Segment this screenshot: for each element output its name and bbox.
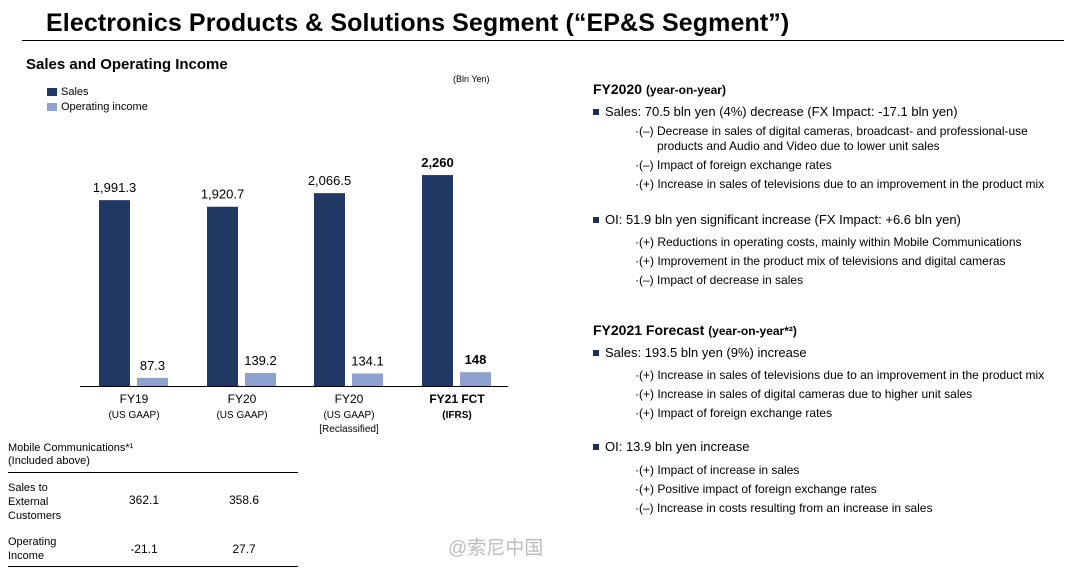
- legend-swatch-operating-income: [47, 103, 57, 111]
- category-sublabel: (US GAAP): [216, 410, 267, 421]
- row-label-line: Sales to: [8, 482, 48, 494]
- data-label-operating-income: 148: [465, 352, 487, 367]
- list-item: ·(+) Positive impact of foreign exchange…: [635, 482, 877, 496]
- fy2021-sales-bullet: Sales: 193.5 bln yen (9%) increase: [593, 345, 807, 360]
- list-item: ·(–) Increase in costs resulting from an…: [635, 501, 933, 515]
- fy2020-heading: FY2020 (year-on-year): [593, 81, 726, 97]
- list-item: ·(+) Impact of increase in sales: [635, 463, 800, 477]
- list-item: products and Audio and Video due to lowe…: [657, 139, 940, 153]
- page-title: Electronics Products & Solutions Segment…: [46, 9, 790, 37]
- category-sublabel: (US GAAP): [323, 410, 374, 421]
- bullet-text: OI: 51.9 bln yen significant increase (F…: [605, 212, 961, 227]
- fy2020-heading-suffix: (year-on-year): [645, 83, 726, 97]
- fy2020-sales-list: ·(–) Decrease in sales of digital camera…: [635, 124, 1044, 192]
- fy2021-heading-suffix: (year-on-year*²): [708, 324, 797, 338]
- data-label-sales: 2,260: [421, 155, 454, 170]
- legend-swatch-sales: [47, 88, 57, 96]
- fy2021-heading-title: FY2021 Forecast: [593, 322, 705, 338]
- bullet-square-icon: [593, 216, 599, 223]
- fy2020-heading-title: FY2020: [593, 81, 643, 97]
- bullet-square-icon: [593, 108, 599, 115]
- list-item: ·(+) Increase in sales of televisions du…: [635, 177, 1045, 191]
- data-label-sales: 2,066.5: [308, 173, 351, 188]
- bar-operating-income: [352, 373, 383, 386]
- category-tick-label: FY19: [120, 392, 149, 406]
- row-label-line: External: [8, 496, 49, 508]
- list-item: ·(+) Reductions in operating costs, main…: [635, 235, 1022, 249]
- list-item: ·(–) Impact of decrease in sales: [635, 273, 804, 287]
- fy2020-sales-bullet: Sales: 70.5 bln yen (4%) decrease (FX Im…: [593, 104, 958, 119]
- legend-label-operating-income: Operating income: [61, 101, 148, 113]
- table-row-label-sales: Sales to External Customers: [8, 481, 61, 523]
- category-tick-label: FY21 FCT: [429, 392, 485, 406]
- legend-item-sales: Sales: [47, 86, 89, 98]
- list-item: ·(+) Impact of foreign exchange rates: [635, 406, 833, 420]
- table-cell: 358.6: [228, 493, 260, 507]
- bar-operating-income: [460, 372, 491, 386]
- category-sublabel: [Reclassified]: [319, 424, 379, 435]
- fy2021-heading: FY2021 Forecast (year-on-year*²): [593, 322, 797, 338]
- table-heading-line2: (Included above): [8, 455, 90, 467]
- row-label-line: Income: [8, 550, 45, 562]
- table-cell: -21.1: [130, 542, 158, 556]
- table-row-label-oi: Operating Income: [8, 535, 56, 563]
- bullet-square-icon: [593, 443, 599, 450]
- category-tick-label: FY20: [335, 392, 364, 406]
- fy2021-oi-bullet: OI: 13.9 bln yen increase: [593, 439, 750, 454]
- list-item: ·(–) Impact of foreign exchange rates: [635, 158, 832, 172]
- list-item: ·(–) Decrease in sales of digital camera…: [635, 124, 1028, 138]
- bar-sales: [314, 193, 345, 386]
- bar-sales: [207, 206, 238, 386]
- row-label-line: Customers: [8, 510, 62, 522]
- list-item: ·(+) Improvement in the product mix of t…: [635, 254, 1006, 268]
- fy2020-oi-bullet: OI: 51.9 bln yen significant increase (F…: [593, 212, 961, 227]
- data-label-operating-income: 139.2: [244, 353, 277, 368]
- data-label-operating-income: 87.3: [140, 358, 165, 373]
- bar-operating-income: [245, 373, 276, 386]
- table-heading: Mobile Communications*¹ (Included above): [8, 442, 133, 468]
- fy2021-oi-list: ·(+) Impact of increase in sales ·(+) Po…: [635, 461, 932, 518]
- category-sublabel: (US GAAP): [108, 410, 159, 421]
- bar-operating-income: [137, 377, 168, 386]
- unit-label: (Bln Yen): [453, 74, 490, 84]
- fy2020-oi-list: ·(+) Reductions in operating costs, main…: [635, 233, 1022, 290]
- bullet-text: Sales: 193.5 bln yen (9%) increase: [605, 345, 807, 360]
- bullet-text: OI: 13.9 bln yen increase: [605, 439, 750, 454]
- row-label-line: Operating: [8, 536, 57, 548]
- list-item: ·(+) Increase in sales of digital camera…: [635, 387, 973, 401]
- category-tick-label: FY20: [228, 392, 257, 406]
- fy2021-sales-list: ·(+) Increase in sales of televisions du…: [635, 366, 1044, 423]
- legend-label-sales: Sales: [61, 86, 89, 98]
- table-heading-line1: Mobile Communications*¹: [8, 442, 134, 454]
- category-sublabel: (IFRS): [442, 410, 471, 421]
- list-item: ·(+) Increase in sales of televisions du…: [635, 368, 1045, 382]
- data-label-operating-income: 134.1: [351, 353, 384, 368]
- watermark: @索尼中国: [448, 538, 544, 559]
- bullet-text: Sales: 70.5 bln yen (4%) decrease (FX Im…: [605, 104, 958, 119]
- bar-sales: [422, 175, 453, 386]
- data-label-sales: 1,920.7: [201, 187, 244, 202]
- legend-item-operating-income: Operating income: [47, 101, 148, 113]
- data-label-sales: 1,991.3: [93, 180, 136, 195]
- title-divider: [22, 40, 1064, 41]
- bar-sales: [99, 200, 130, 386]
- table-cell: 27.7: [232, 542, 256, 556]
- table-top-rule: [8, 472, 298, 473]
- table-bottom-rule: [8, 566, 298, 567]
- chart-heading: Sales and Operating Income: [26, 56, 228, 73]
- sales-oi-bar-chart: 1,991.3 87.3 FY19 (US GAAP) 1,920.7 139.2 FY20…: [80, 155, 508, 435]
- table-cell: 362.1: [128, 493, 160, 507]
- bullet-square-icon: [593, 349, 599, 356]
